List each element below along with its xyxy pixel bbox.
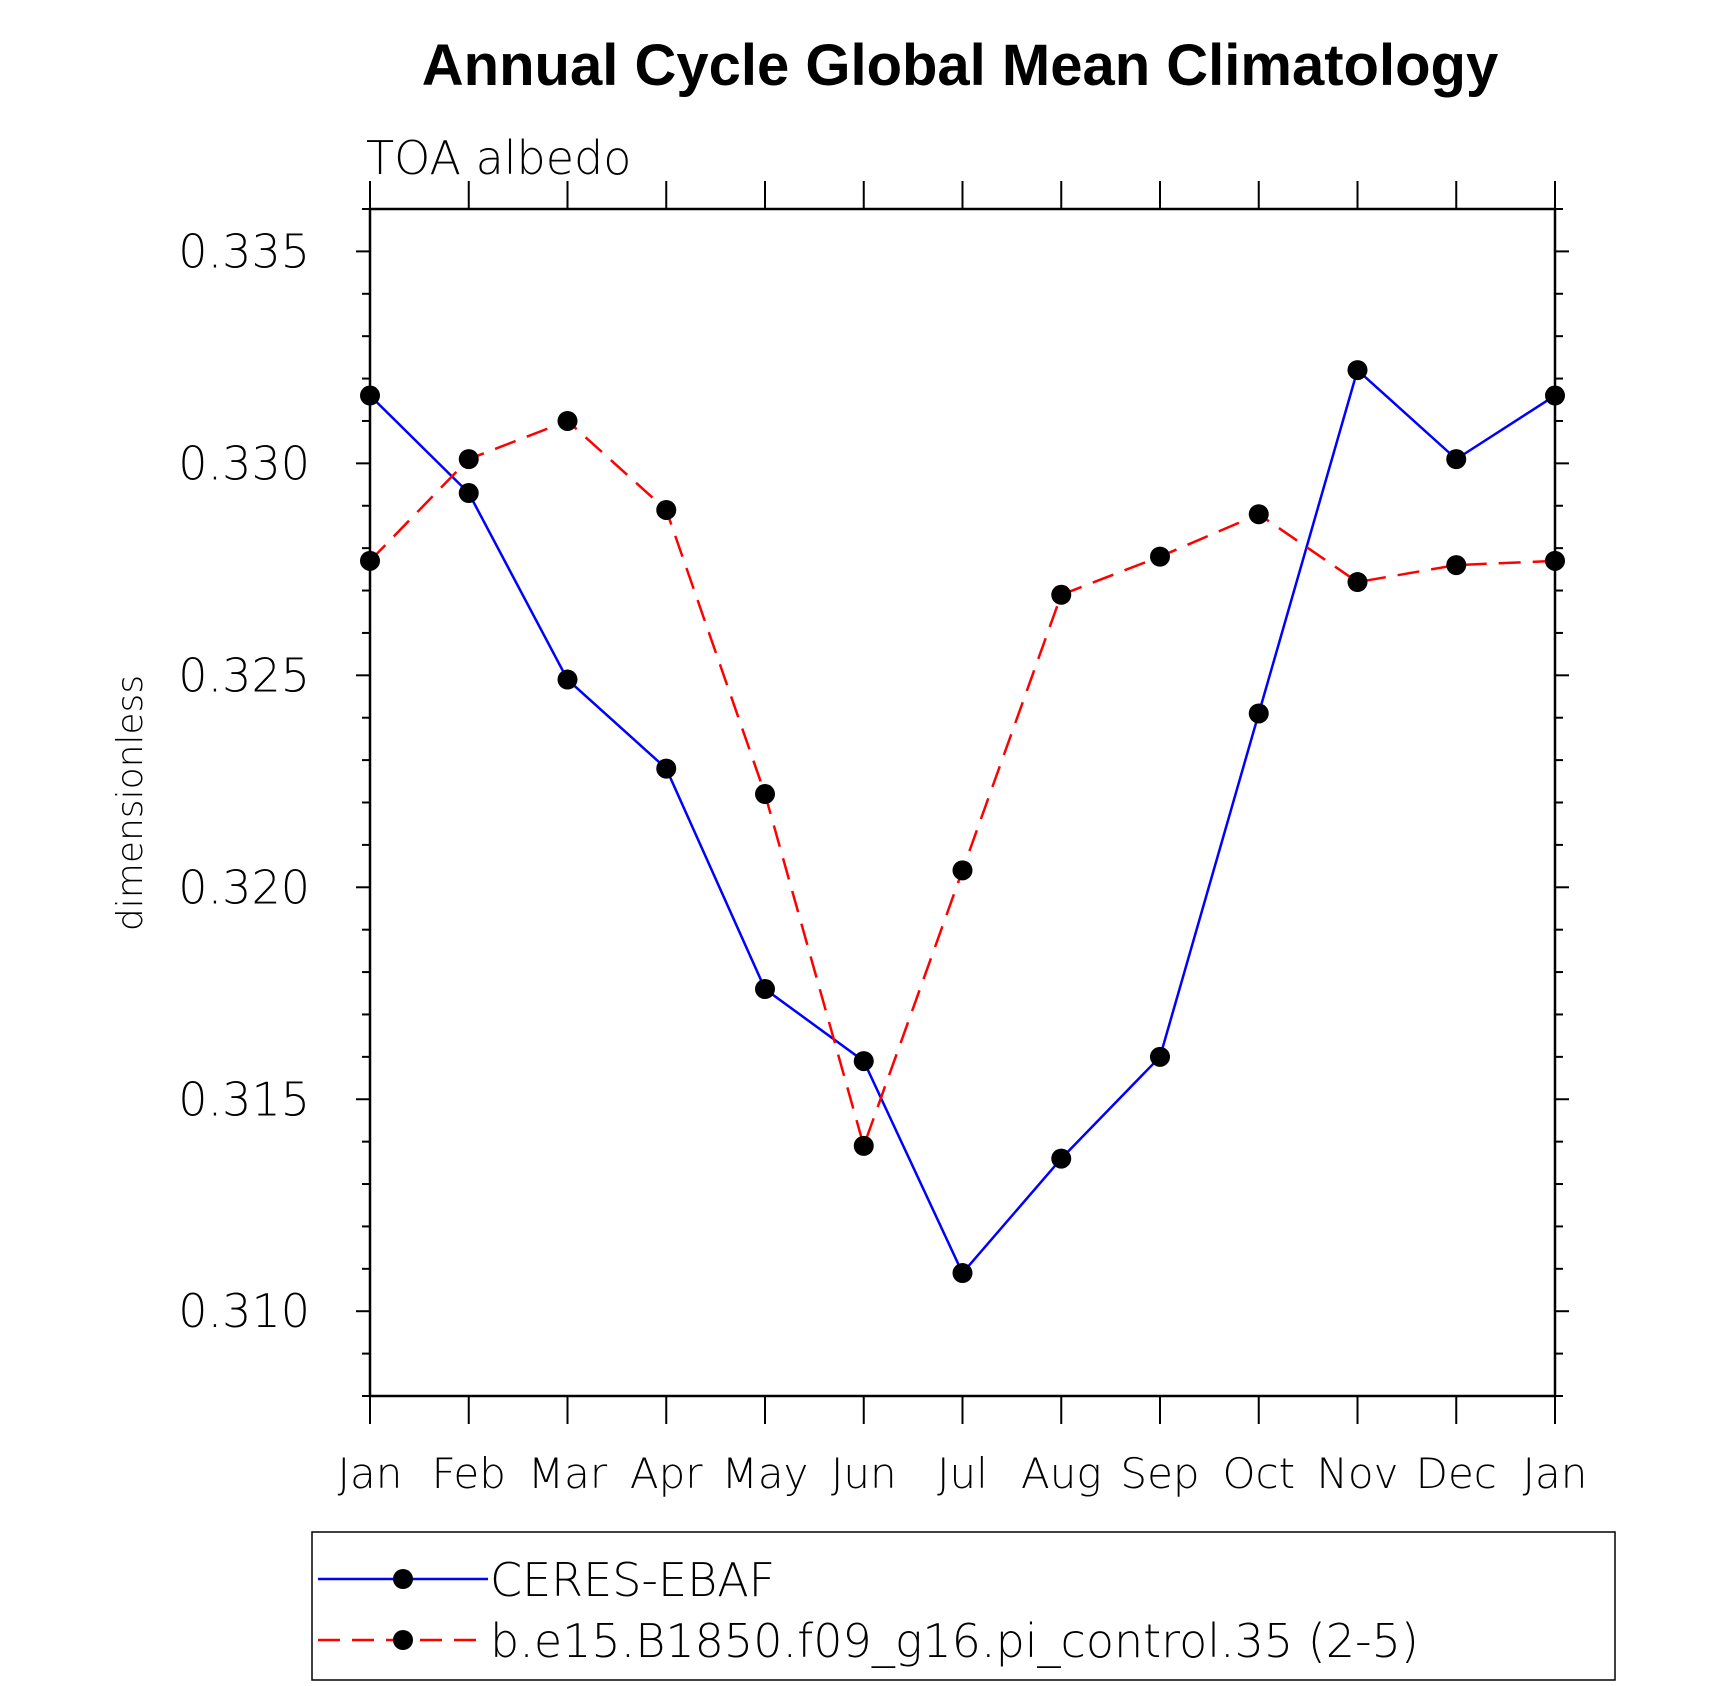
legend-item-2: b.e15.B1850.f09_g16.pi_control.35 (2-5) bbox=[318, 1614, 1419, 1668]
series-2-point bbox=[853, 1135, 874, 1156]
x-tick-label: Apr bbox=[630, 1449, 703, 1498]
legend-box bbox=[311, 1531, 1616, 1681]
series-1-point bbox=[1347, 360, 1368, 381]
x-tick-label: Mar bbox=[528, 1449, 608, 1498]
axis-ticks bbox=[356, 181, 1569, 1424]
y-tick-label: 0.330 bbox=[178, 436, 310, 490]
legend-item-2-label: b.e15.B1850.f09_g16.pi_control.35 (2-5) bbox=[490, 1614, 1419, 1668]
y-tick-label: 0.315 bbox=[178, 1072, 310, 1126]
series-2-point bbox=[360, 550, 380, 571]
legend-item-1-marker bbox=[393, 1569, 413, 1589]
series-1-point bbox=[1545, 385, 1565, 406]
series-2-point bbox=[1248, 504, 1269, 525]
plot-frame bbox=[368, 207, 1557, 1398]
y-tick-label: 0.310 bbox=[178, 1284, 310, 1338]
y-tick-label: 0.325 bbox=[178, 648, 310, 702]
series-2-line bbox=[369, 419, 1556, 1150]
series-1-point bbox=[952, 1263, 973, 1284]
series-1-point bbox=[755, 979, 775, 1000]
series-2-point bbox=[557, 410, 578, 431]
y-tick-labels: 0.310 0.315 0.320 0.325 0.330 0.335 bbox=[178, 224, 310, 1338]
series-2-point bbox=[1051, 584, 1072, 605]
series-2-point bbox=[755, 784, 775, 805]
x-tick-label: Jan bbox=[1523, 1449, 1588, 1498]
series-1-point bbox=[458, 483, 479, 504]
series-2-point bbox=[952, 860, 973, 881]
series-1-point bbox=[557, 669, 578, 690]
series-1-line bbox=[369, 367, 1556, 1276]
legend-item-1: CERES-EBAF bbox=[318, 1553, 775, 1607]
x-tick-label: Oct bbox=[1222, 1449, 1295, 1498]
x-tick-label: Dec bbox=[1416, 1449, 1497, 1498]
x-tick-label: Jul bbox=[937, 1449, 988, 1498]
series-1-point bbox=[1446, 449, 1467, 470]
series-1-point bbox=[1248, 703, 1269, 724]
x-tick-label: Sep bbox=[1120, 1449, 1199, 1498]
y-tick-label: 0.320 bbox=[178, 860, 310, 914]
chart-title: Annual Cycle Global Mean Climatology bbox=[422, 33, 1498, 98]
series-1-point bbox=[853, 1051, 874, 1072]
series-2-point bbox=[1545, 550, 1565, 571]
series-2-point bbox=[656, 499, 677, 520]
x-tick-labels: Jan Feb Mar Apr May Jun Jul Aug Sep Oct Nov Dec Jan bbox=[338, 1449, 1588, 1498]
legend-item-2-marker bbox=[393, 1630, 413, 1650]
x-tick-label: Nov bbox=[1317, 1449, 1399, 1498]
series-layer bbox=[360, 360, 1565, 1284]
series-2-point bbox=[1446, 555, 1467, 576]
series-1-point bbox=[1150, 1046, 1170, 1067]
x-tick-label: Jan bbox=[338, 1449, 403, 1498]
series-1-point bbox=[656, 758, 677, 779]
legend: CERES-EBAF b.e15.B1850.f09_g16.pi_control… bbox=[311, 1531, 1616, 1681]
x-tick-label: May bbox=[722, 1449, 809, 1498]
y-tick-label: 0.335 bbox=[178, 224, 310, 278]
x-tick-label: Aug bbox=[1021, 1449, 1102, 1498]
legend-item-1-label: CERES-EBAF bbox=[490, 1553, 775, 1607]
chart-subtitle: TOA albedo bbox=[366, 131, 631, 185]
series-1-point bbox=[1051, 1148, 1072, 1169]
y-axis-label: dimensionless bbox=[110, 675, 151, 931]
x-tick-label: Jun bbox=[831, 1449, 897, 1498]
series-1-point bbox=[360, 385, 380, 406]
series-2-point bbox=[1150, 546, 1170, 567]
x-tick-label: Feb bbox=[432, 1449, 506, 1498]
series-2-point bbox=[1347, 572, 1368, 593]
series-2-point bbox=[458, 449, 479, 470]
